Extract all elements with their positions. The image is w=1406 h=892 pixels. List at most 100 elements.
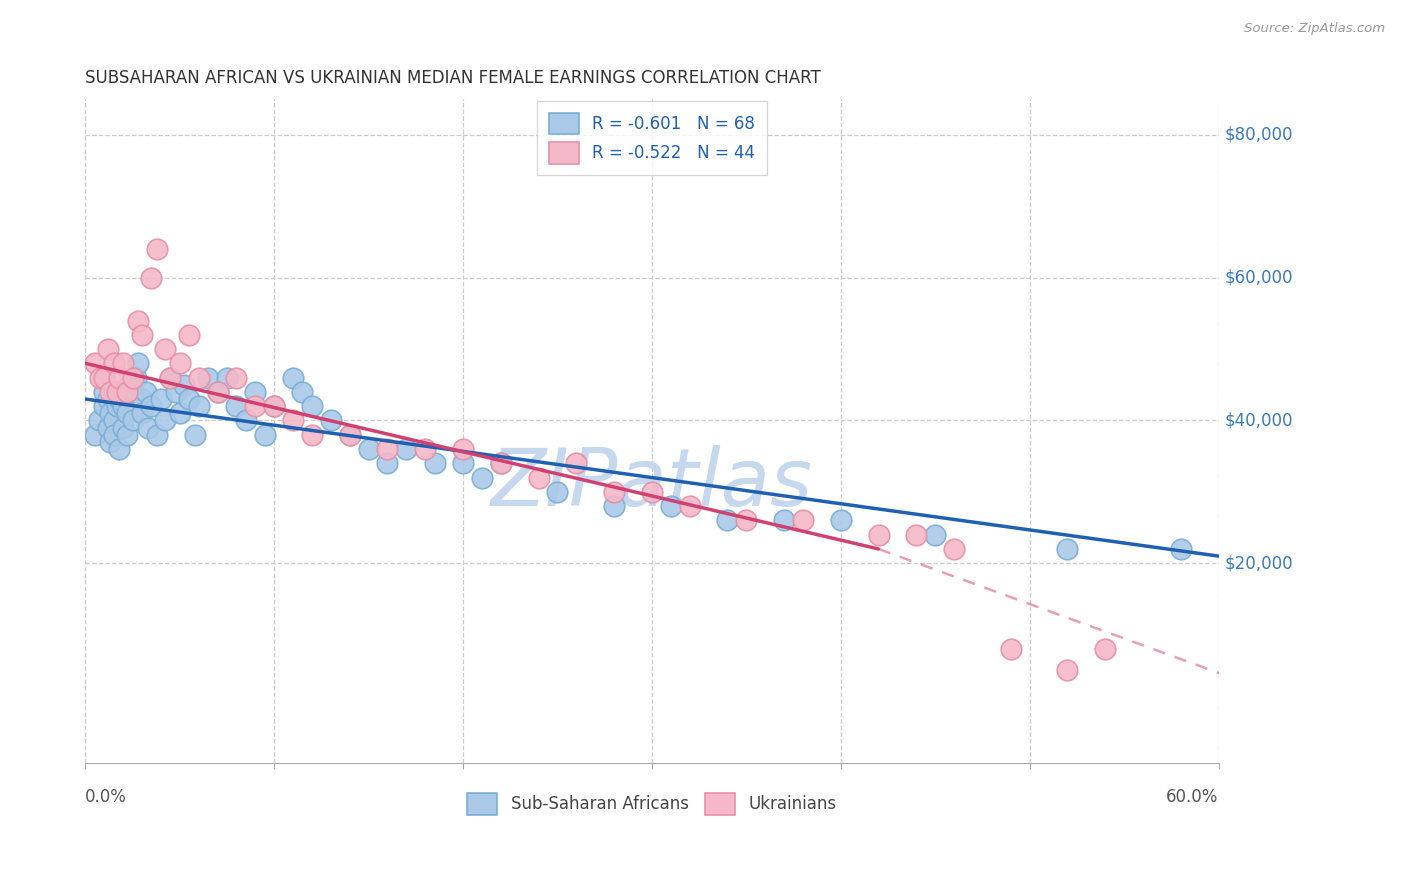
Point: [565, 456, 588, 470]
Point: [339, 427, 361, 442]
Point: [451, 442, 474, 456]
Point: [103, 427, 125, 442]
Point: [413, 442, 436, 456]
Point: [546, 484, 568, 499]
Point: [149, 392, 172, 406]
Point: [121, 384, 143, 399]
Point: [97, 420, 120, 434]
Point: [924, 527, 946, 541]
Point: [103, 413, 125, 427]
Point: [1000, 641, 1022, 656]
Point: [135, 384, 157, 399]
Point: [225, 370, 247, 384]
Point: [112, 420, 135, 434]
Point: [141, 399, 163, 413]
Point: [1056, 541, 1078, 556]
Point: [281, 413, 304, 427]
Point: [103, 384, 125, 399]
Point: [301, 399, 323, 413]
Legend: Sub-Saharan Africans, Ukrainians: Sub-Saharan Africans, Ukrainians: [461, 787, 844, 822]
Point: [179, 392, 201, 406]
Point: [153, 413, 176, 427]
Point: [905, 527, 928, 541]
Point: [97, 342, 120, 356]
Point: [207, 384, 229, 399]
Point: [357, 442, 380, 456]
Point: [377, 456, 399, 470]
Point: [115, 406, 138, 420]
Text: ZIPatlas: ZIPatlas: [491, 445, 813, 524]
Point: [471, 470, 494, 484]
Point: [127, 313, 149, 327]
Point: [1170, 541, 1192, 556]
Point: [121, 370, 143, 384]
Point: [141, 270, 163, 285]
Point: [773, 513, 796, 527]
Point: [235, 413, 257, 427]
Point: [943, 541, 966, 556]
Point: [131, 392, 153, 406]
Point: [165, 384, 187, 399]
Point: [93, 399, 115, 413]
Point: [108, 442, 131, 456]
Point: [98, 434, 121, 449]
Point: [118, 377, 141, 392]
Point: [423, 456, 446, 470]
Point: [112, 356, 135, 370]
Point: [281, 370, 304, 384]
Point: [98, 406, 121, 420]
Point: [107, 384, 129, 399]
Point: [1056, 663, 1078, 677]
Point: [112, 399, 135, 413]
Point: [136, 420, 159, 434]
Point: [263, 399, 285, 413]
Point: [187, 370, 209, 384]
Point: [173, 377, 195, 392]
Point: [245, 399, 267, 413]
Point: [89, 370, 111, 384]
Text: $20,000: $20,000: [1225, 554, 1292, 573]
Point: [179, 327, 201, 342]
Point: [169, 356, 191, 370]
Point: [641, 484, 664, 499]
Point: [184, 427, 207, 442]
Point: [131, 406, 153, 420]
Point: [868, 527, 890, 541]
Point: [83, 356, 105, 370]
Point: [792, 513, 814, 527]
Point: [153, 342, 176, 356]
Point: [603, 499, 626, 513]
Point: [395, 442, 418, 456]
Point: [263, 399, 285, 413]
Point: [253, 427, 276, 442]
Point: [131, 327, 153, 342]
Text: $60,000: $60,000: [1225, 268, 1292, 286]
Text: Source: ZipAtlas.com: Source: ZipAtlas.com: [1244, 22, 1385, 36]
Point: [112, 384, 135, 399]
Point: [603, 484, 626, 499]
Point: [83, 427, 105, 442]
Point: [830, 513, 852, 527]
Point: [319, 413, 342, 427]
Point: [146, 242, 169, 256]
Text: $40,000: $40,000: [1225, 411, 1292, 429]
Point: [87, 413, 110, 427]
Point: [245, 384, 267, 399]
Point: [98, 384, 121, 399]
Point: [115, 427, 138, 442]
Point: [716, 513, 738, 527]
Point: [146, 427, 169, 442]
Point: [187, 399, 209, 413]
Point: [339, 427, 361, 442]
Point: [115, 384, 138, 399]
Point: [108, 370, 131, 384]
Point: [107, 399, 129, 413]
Point: [215, 370, 238, 384]
Point: [121, 413, 143, 427]
Point: [103, 356, 125, 370]
Point: [659, 499, 682, 513]
Point: [301, 427, 323, 442]
Text: 0.0%: 0.0%: [86, 789, 127, 806]
Point: [159, 370, 181, 384]
Point: [735, 513, 758, 527]
